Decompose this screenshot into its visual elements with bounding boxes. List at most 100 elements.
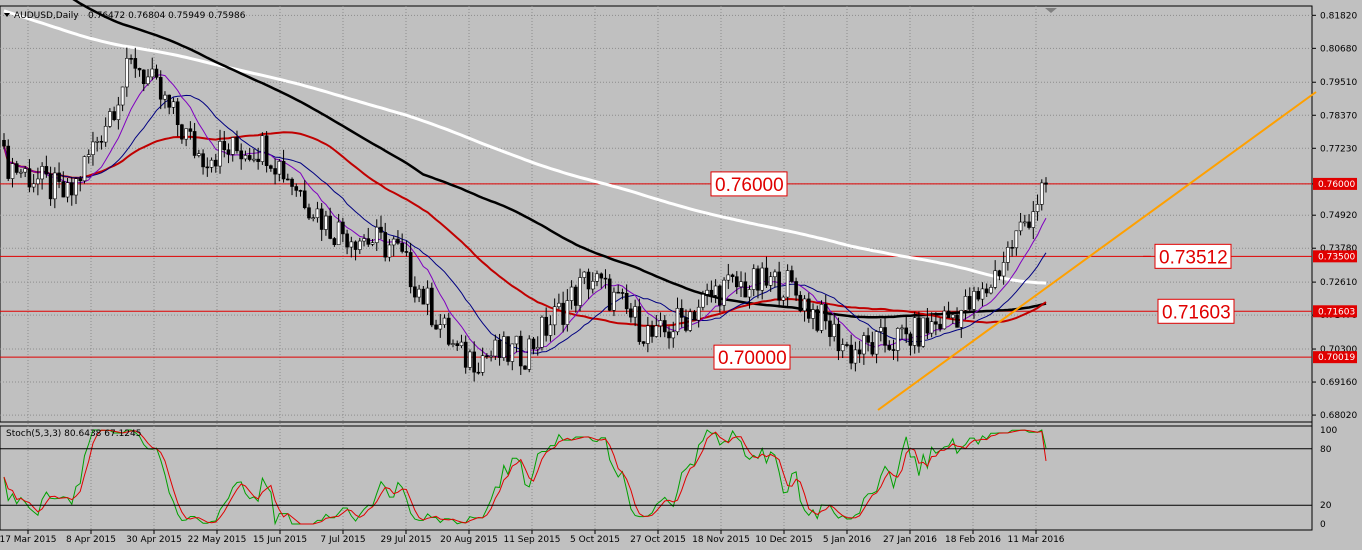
- candle-body: [442, 317, 447, 325]
- candle-body: [129, 58, 133, 60]
- candle-body: [535, 347, 540, 350]
- candle-body: [218, 141, 222, 167]
- candle-body: [768, 276, 773, 286]
- candle-body: [171, 101, 176, 108]
- date-tick-label: 30 Apr 2015: [126, 535, 182, 545]
- stoch-pane[interactable]: [0, 425, 1313, 531]
- price-tick-label: 0.68020: [1320, 411, 1357, 421]
- level-label-box[interactable]: [1154, 243, 1232, 269]
- stochastic-oscillator: [3, 429, 1047, 526]
- candle-body: [709, 289, 714, 296]
- candle-body: [891, 349, 896, 351]
- candle-body: [235, 137, 239, 152]
- candle-body: [167, 94, 171, 108]
- candle-body: [654, 325, 659, 337]
- candle-body: [879, 327, 883, 332]
- candle-body: [116, 104, 121, 120]
- date-tick-label: 20 Aug 2015: [440, 535, 498, 545]
- level-label-box[interactable]: [710, 171, 788, 197]
- candle-body: [1018, 221, 1023, 232]
- level-label-text[interactable]: 0.76000: [715, 175, 784, 196]
- candle-body: [582, 271, 587, 278]
- candle-body: [866, 335, 870, 343]
- candle-body: [489, 355, 493, 358]
- level-label-box[interactable]: [713, 344, 791, 370]
- candle-body: [997, 270, 1002, 277]
- candle-body: [256, 158, 260, 162]
- candle-body: [540, 316, 544, 348]
- candle-body: [1039, 182, 1044, 205]
- candle-body: [548, 324, 553, 336]
- candle-body: [802, 298, 807, 312]
- price-tag-bg: [1313, 177, 1357, 190]
- candle-body: [175, 101, 180, 126]
- candle-body: [823, 304, 828, 322]
- price-tag-text: 0.70019: [1318, 353, 1355, 363]
- candle-body: [565, 300, 570, 325]
- candle-body: [599, 273, 604, 279]
- candle-body: [819, 304, 824, 331]
- ma-red-line: [3, 131, 1047, 328]
- candle-body: [404, 251, 409, 253]
- candle-body: [701, 294, 705, 308]
- candle-body: [281, 161, 286, 180]
- candle-body: [612, 291, 616, 311]
- level-labels[interactable]: 0.76000 0.73512 0.71603 0.70000: [710, 171, 1235, 370]
- candle-body: [341, 221, 345, 235]
- level-label-text[interactable]: 0.73512: [1159, 247, 1228, 268]
- candle-body: [688, 311, 692, 331]
- candle-body: [370, 242, 375, 245]
- candle-body: [480, 355, 485, 373]
- candle-body: [836, 323, 841, 352]
- level-label-text[interactable]: 0.71603: [1162, 302, 1231, 323]
- candle-body: [942, 310, 947, 330]
- candle-body: [485, 355, 489, 358]
- main-pane[interactable]: [0, 5, 1313, 423]
- candle-body: [302, 190, 307, 209]
- support-trendline[interactable]: [877, 91, 1317, 411]
- date-tick-label: 27 Jan 2016: [883, 535, 937, 545]
- candle-body: [6, 145, 11, 179]
- candle-body: [150, 68, 155, 78]
- candle-body: [463, 341, 468, 368]
- candle-body: [523, 365, 527, 370]
- horizontal-levels[interactable]: [0, 183, 1312, 358]
- price-tick-label: 0.81820: [1320, 11, 1357, 21]
- stoch-header: Stoch(5,3,3) 80.6438 67.1245: [6, 429, 141, 439]
- candle-body: [887, 345, 892, 350]
- candle-body: [679, 308, 684, 318]
- candle-body: [760, 267, 765, 291]
- candle-body: [806, 298, 811, 319]
- candle-body: [154, 68, 159, 78]
- candle-body: [667, 331, 671, 339]
- candle-body: [739, 281, 743, 288]
- candle-body: [747, 289, 752, 298]
- chart-shift-marker-icon[interactable]: [1045, 8, 1057, 13]
- candle-body: [1031, 211, 1036, 228]
- candle-body: [764, 267, 769, 286]
- menu-triangle-icon[interactable]: [4, 13, 10, 17]
- date-tick-label: 5 Jan 2016: [823, 535, 871, 545]
- candle-body: [845, 344, 849, 346]
- candle-body: [61, 181, 66, 198]
- candle-body: [349, 241, 354, 248]
- candle-body: [972, 291, 976, 310]
- candle-body: [574, 286, 578, 306]
- candle-body: [908, 333, 913, 346]
- candle-body: [383, 232, 388, 258]
- level-label-text[interactable]: 0.70000: [718, 348, 787, 369]
- candle-body: [345, 233, 349, 248]
- candlesticks: [2, 47, 1048, 382]
- candle-body: [108, 111, 112, 127]
- candle-body: [230, 137, 235, 155]
- level-label-box[interactable]: [1157, 298, 1235, 324]
- date-tick-label: 11 Sep 2015: [503, 535, 560, 545]
- candle-body: [103, 125, 108, 143]
- candle-body: [86, 154, 91, 157]
- candle-body: [197, 153, 201, 156]
- candle-body: [91, 141, 95, 155]
- symbol-label: AUDUSD,Daily: [14, 11, 79, 21]
- stoch-tick-label: 80: [1320, 445, 1332, 455]
- candle-body: [19, 171, 23, 174]
